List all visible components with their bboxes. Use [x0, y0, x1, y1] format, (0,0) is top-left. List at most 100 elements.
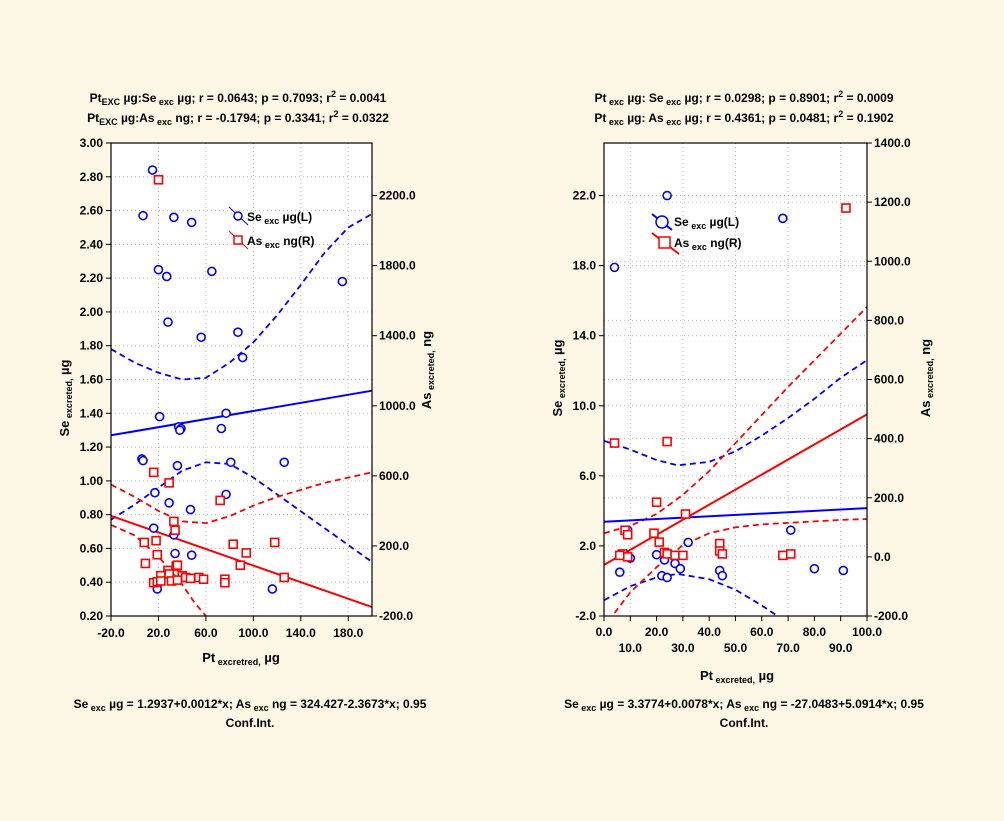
legend-right-se-label: Se exc µg(L) [674, 215, 739, 231]
chart-right-ylabel-left: Se excreted, µg [550, 339, 567, 416]
tick-label-y-left: 1.80 [80, 339, 104, 353]
chart-right-legend: Se exc µg(L) As exc ng(R) [651, 213, 742, 255]
point-as [279, 572, 290, 583]
chart-left-xlabel: Pt excretred, µg [202, 650, 280, 667]
tick-label-x: -20.0 [97, 626, 125, 640]
tick-label-y-right: 800.0 [874, 313, 904, 327]
tick-label-y-right: 1400.0 [379, 329, 416, 343]
point-se [233, 327, 243, 338]
point-as [170, 525, 180, 535]
chart-left-footnote-line-1: Se exc µg = 1.2937+0.0012*x; As exc ng =… [74, 697, 427, 713]
tick-label-x: 100.0 [238, 626, 268, 640]
tick-label-x-secondary: 80.0 [803, 625, 827, 639]
tick-label-y-right: -200.0 [379, 609, 413, 623]
chart-left-ylabel-right: As excreted, ng [419, 331, 436, 409]
chart-right-ylabel-right: As excreted, ng [918, 339, 935, 417]
point-se [186, 217, 197, 228]
chart-left-ticks: -20.0 20.0 60.0 100.0 140.0 180.0 0.20 0.40 0.60… [80, 136, 416, 640]
point-as [172, 560, 183, 570]
tick-label-y-right: 600.0 [379, 469, 409, 483]
chart-right-points [609, 190, 851, 583]
point-as [614, 550, 625, 561]
tick-label-y-left: 1.40 [80, 406, 104, 420]
confidence-band-as-upper [603, 306, 868, 535]
tick-label-y-left: 1.60 [80, 373, 104, 387]
chart-left-footnote-line-2: Conf.Int. [226, 716, 275, 730]
point-se [662, 572, 672, 583]
tick-label-y-right: 1000.0 [379, 399, 416, 413]
tick-label-y-right: 600.0 [874, 373, 904, 387]
chart-left: PtEXC µg:Se exc µg; r = 0.0643; p = 0.70… [57, 89, 436, 730]
point-as [269, 537, 280, 548]
tick-label-y-left: 10.0 [573, 399, 597, 413]
tick-label-x: 180.0 [333, 626, 363, 640]
tick-label-y-left: 1.20 [80, 440, 104, 454]
tick-label-x: 90.0 [829, 641, 853, 655]
legend-left-as-label: As exc ng(R) [247, 234, 315, 250]
point-as [654, 537, 665, 547]
point-se [169, 212, 179, 223]
tick-label-y-left: 6.0 [579, 469, 596, 483]
tick-label-y-left: 0.20 [80, 609, 104, 623]
confidence-band-as-lower [613, 518, 868, 614]
point-se [279, 457, 290, 468]
chart-left-ylabel-left: Se excreted, µg [57, 359, 74, 436]
tick-label-y-left: 14.0 [573, 329, 597, 343]
tick-label-y-left: 0.40 [80, 575, 104, 589]
point-as [139, 537, 150, 548]
point-se [216, 423, 227, 434]
point-as [841, 203, 851, 213]
tick-label-y-right: 200.0 [379, 539, 409, 553]
point-se [675, 563, 686, 574]
point-as [649, 528, 659, 539]
point-se [186, 550, 197, 560]
confidence-band-as-lower [110, 524, 207, 617]
point-as [622, 552, 633, 562]
tick-label-x-secondary: 100.0 [852, 625, 882, 639]
tick-label-x: 70.0 [776, 641, 800, 655]
confidence-band-as-upper [110, 471, 373, 525]
point-as [151, 535, 161, 546]
point-as [140, 558, 151, 569]
point-as [164, 478, 174, 488]
tick-label-y-right: 400.0 [874, 432, 904, 446]
point-as [651, 497, 662, 507]
point-se [651, 549, 662, 560]
point-as [662, 549, 672, 559]
point-se [148, 523, 159, 533]
point-se [267, 584, 278, 594]
legend-right-as-label: As exc ng(R) [674, 236, 742, 252]
tick-label-y-left: 18.0 [573, 259, 597, 273]
tick-label-y-left: 0.60 [80, 541, 104, 555]
point-as [185, 573, 196, 584]
legend-right-se-marker [655, 215, 669, 229]
chart-left-grid [111, 143, 372, 616]
tick-label-x: 30.0 [671, 641, 695, 655]
fit-line-se [603, 507, 868, 523]
tick-label-y-right: 2200.0 [379, 189, 416, 203]
point-as [156, 576, 166, 586]
point-as [198, 574, 209, 585]
point-as [169, 516, 179, 527]
point-as [662, 436, 672, 447]
tick-label-y-right: 200.0 [874, 491, 904, 505]
chart-right-xlabel: Pt excreted, µg [700, 668, 774, 685]
tick-label-x: 20.0 [147, 626, 171, 640]
point-as [220, 577, 230, 588]
tick-label-y-left: 2.60 [80, 204, 104, 218]
tick-label-y-left: 22.0 [573, 189, 597, 203]
chart-right-footnote-line-2: Conf.Int. [720, 716, 769, 730]
point-se [150, 487, 160, 498]
point-as [680, 509, 691, 519]
tick-label-y-left: 2.40 [80, 237, 104, 251]
point-se [172, 460, 183, 471]
point-se [138, 455, 148, 466]
point-se [609, 262, 620, 273]
point-as [678, 550, 688, 561]
point-as [670, 550, 680, 561]
point-se [175, 425, 185, 435]
chart-right-fit-lines [603, 413, 868, 566]
point-se [147, 165, 158, 175]
point-as [778, 550, 788, 561]
